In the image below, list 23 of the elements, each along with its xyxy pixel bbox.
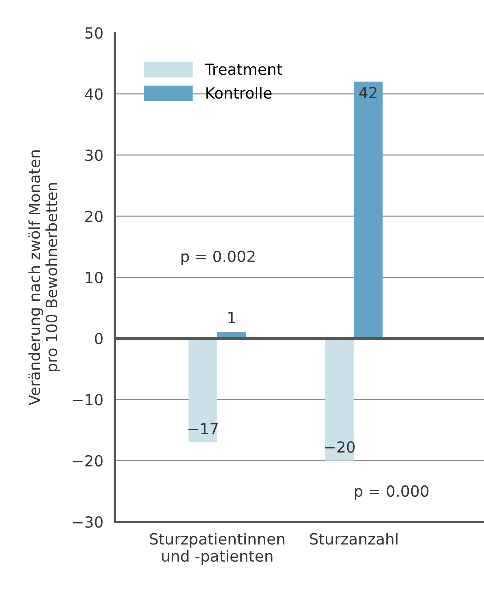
y-tick-label: 30: [86, 150, 103, 162]
x-tick-label: Sturzpatientinnen und -patienten: [150, 533, 285, 566]
bar: [325, 338, 354, 461]
y-tick-label: 40: [85, 88, 103, 100]
x-tick-label: Sturzanzahl: [310, 533, 398, 545]
data-label: 1: [228, 312, 236, 324]
y-tick-label: 20: [86, 210, 103, 222]
annotation: p = 0.000: [355, 486, 429, 500]
legend-label: Treatment: [205, 64, 282, 76]
bar: [188, 338, 218, 443]
y-tick-label: 10: [86, 272, 103, 284]
legend-label: Kontrolle: [206, 87, 272, 100]
data-label: −20: [325, 441, 355, 454]
annotation: p = 0.002: [182, 250, 255, 266]
data-label: 42: [360, 87, 377, 98]
y-tick-label: −20: [73, 455, 103, 467]
y-tick-label: −10: [73, 394, 103, 406]
y-tick-label: 0: [95, 333, 103, 345]
data-label: −17: [188, 423, 218, 434]
y-tick-label: 50: [86, 27, 103, 40]
bar: [354, 82, 383, 339]
y-tick-label: −30: [73, 516, 103, 528]
y-axis-title: Veränderung nach zwölf Monaten pro 100 Bewohnerbetten: [28, 150, 61, 406]
